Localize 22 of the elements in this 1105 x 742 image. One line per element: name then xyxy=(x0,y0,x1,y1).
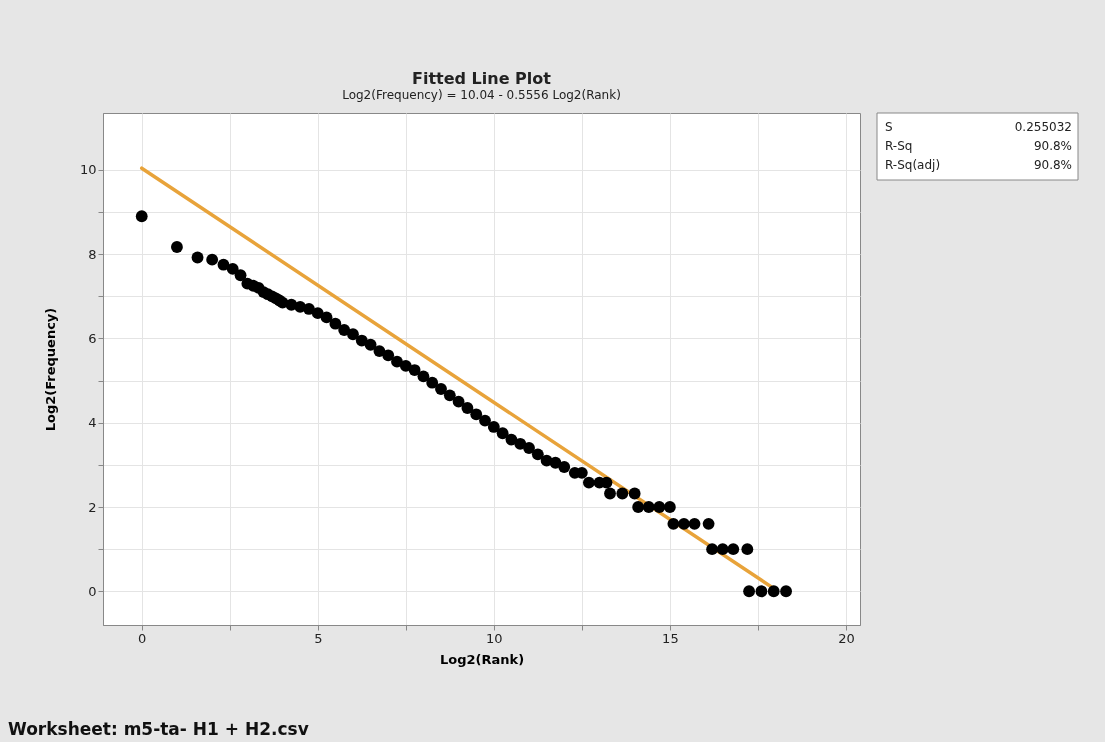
x-tick-label: 15 xyxy=(662,630,679,646)
text: Worksheet: m5-ta- H1 + H2.csv xyxy=(8,719,309,739)
chart-subtitle: Log2(Frequency) = 10.04 - 0.5556 Log2(Rank) xyxy=(342,87,621,102)
x-tick-label: 0 xyxy=(138,630,147,646)
y-tick-label: 6 xyxy=(88,330,97,346)
x-tick-label: 10 xyxy=(486,630,503,646)
y-tick-label: 2 xyxy=(88,499,97,515)
x-tick-label: 5 xyxy=(314,630,323,646)
x-axis-title: Log2(Rank) xyxy=(439,651,525,667)
text: S xyxy=(885,120,893,134)
y-tick-label: 4 xyxy=(88,415,97,431)
text: 90.8% xyxy=(1033,158,1072,172)
text: 90.8% xyxy=(1033,139,1072,153)
chart-title: Fitted Line Plot xyxy=(412,68,552,88)
y-tick-label: 8 xyxy=(88,246,97,262)
text: 0.255032 xyxy=(1014,120,1072,134)
y-tick-label: 10 xyxy=(79,162,97,178)
text: R-Sq(adj) xyxy=(885,158,941,172)
y-tick-label: 0 xyxy=(88,583,97,599)
x-tick-label: 20 xyxy=(838,630,855,646)
text: R-Sq xyxy=(885,139,913,153)
y-axis-title: Log2(Frequency) xyxy=(42,307,58,432)
